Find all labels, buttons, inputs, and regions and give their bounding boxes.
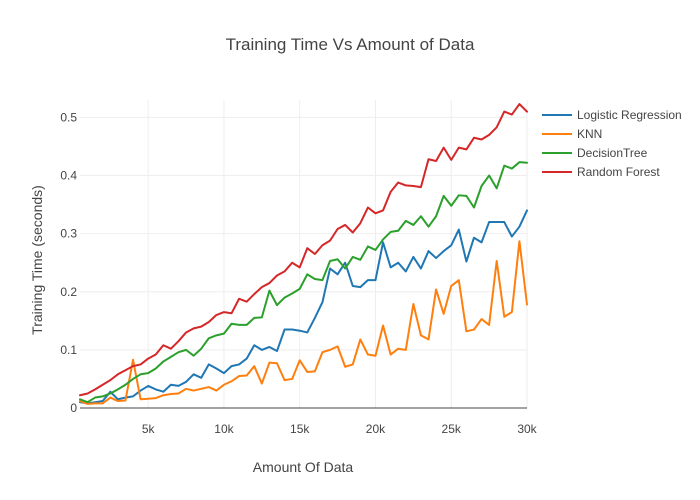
y-tick-label: 0.3	[60, 227, 77, 241]
legend-label: Logistic Regression	[577, 108, 682, 122]
y-axis-label: Training Time (seconds)	[29, 185, 45, 335]
series-line-random-forest	[79, 103, 528, 397]
y-tick-label: 0.2	[60, 285, 77, 299]
legend-label: DecisionTree	[577, 146, 648, 160]
x-axis-label: Amount Of Data	[253, 459, 354, 475]
legend[interactable]: Logistic Regression KNN DecisionTree Random…	[542, 108, 682, 179]
legend-label: KNN	[577, 127, 602, 141]
x-tick-label: 10k	[214, 422, 234, 436]
y-tick-label: 0	[70, 401, 77, 415]
y-tick-label: 0.1	[60, 343, 77, 357]
series-line-decisiontree	[79, 161, 528, 404]
legend-item-logistic-regression[interactable]: Logistic Regression	[542, 108, 682, 122]
legend-item-random-forest[interactable]: Random Forest	[542, 165, 660, 179]
legend-label: Random Forest	[577, 165, 660, 179]
x-tick-label: 30k	[517, 422, 537, 436]
legend-item-decisiontree[interactable]: DecisionTree	[542, 146, 648, 160]
grid-layer	[80, 100, 528, 409]
series-layer	[79, 103, 528, 405]
y-tick-label: 0.4	[60, 169, 77, 183]
series-line-knn	[79, 240, 528, 405]
x-tick-label: 5k	[142, 422, 156, 436]
series-line-logistic-regression	[79, 209, 528, 405]
x-tick-label: 25k	[442, 422, 462, 436]
tick-layer: 5k 10k 15k 20k 25k 30k 0 0.1 0.2 0.3 0.4 0.5	[60, 110, 537, 436]
chart-title: Training Time Vs Amount of Data	[226, 35, 475, 54]
legend-item-knn[interactable]: KNN	[542, 127, 602, 141]
x-tick-label: 20k	[366, 422, 386, 436]
y-tick-label: 0.5	[60, 110, 77, 124]
x-tick-label: 15k	[290, 422, 310, 436]
